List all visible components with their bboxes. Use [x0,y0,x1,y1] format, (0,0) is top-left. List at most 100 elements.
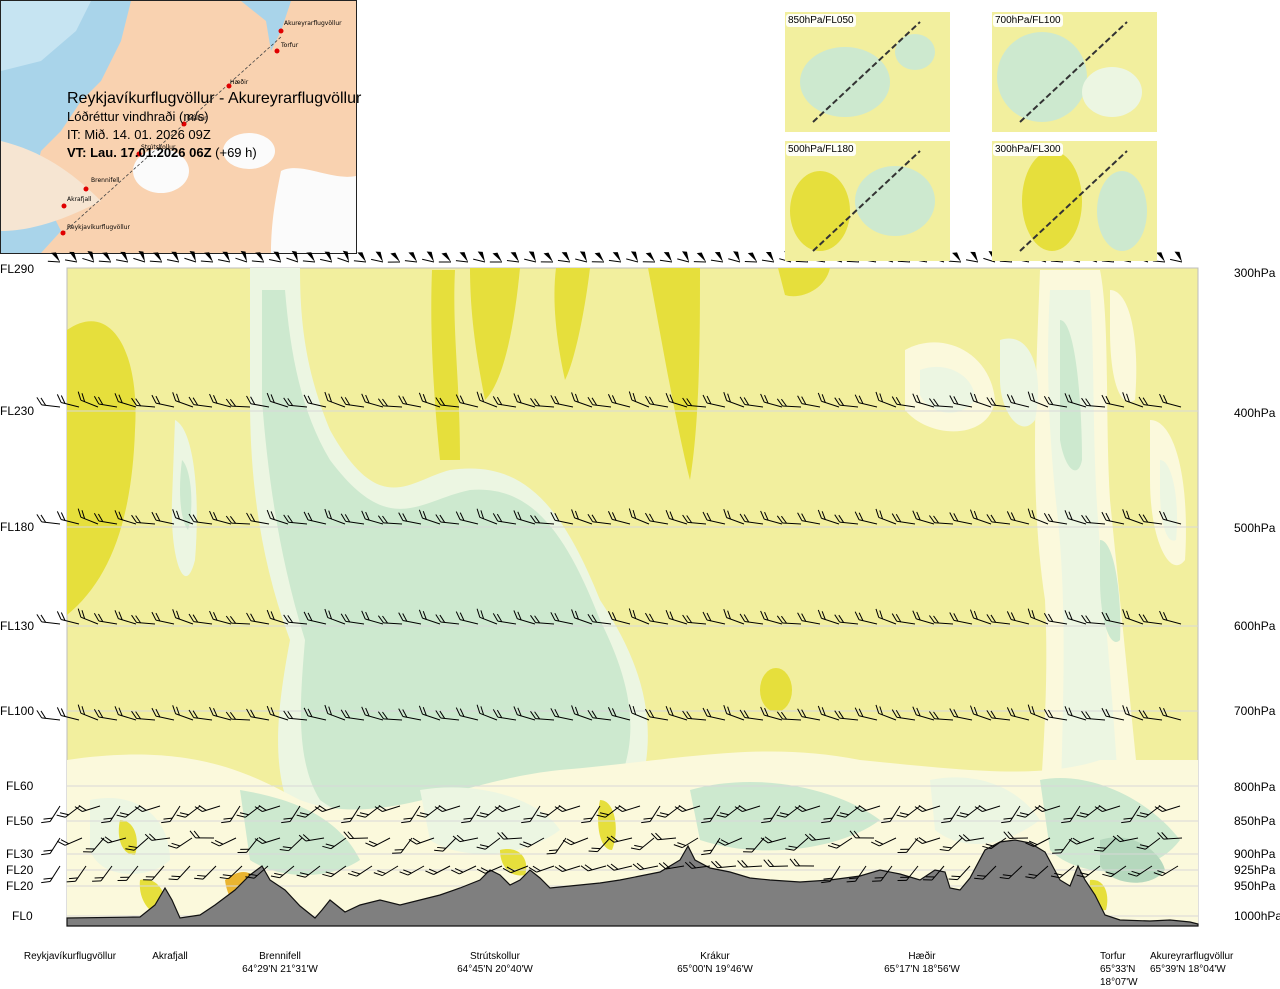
wind-barb [659,251,673,263]
station-label: Krákur 65°00'N 19°46'W [677,951,753,975]
wind-barb [132,249,147,263]
map-label-torfur: Torfur [280,42,299,49]
fl-label: FL180 [0,520,35,534]
fl-label: FL100 [0,704,35,718]
station-label: Akrafjall [152,951,188,962]
wind-barb [947,251,962,264]
wind-barb [506,251,520,264]
wind-barb [115,251,129,263]
wind-barb [385,251,401,265]
wind-barb [472,250,487,263]
title-block: Reykjavíkurflugvöllur - Akureyrarflugvöl… [67,90,361,162]
wind-barb [40,861,61,888]
hpa-label: 300hPa [1234,266,1276,280]
issue-time: IT: Mið. 14. 01. 2026 09Z [67,127,211,142]
wind-barb [557,251,571,263]
wind-barb [36,707,61,723]
wind-barb [676,250,691,263]
fl-label: FL230 [0,404,35,418]
wind-barb [36,611,61,627]
wind-barb [539,251,554,265]
thumbnail-700hpa[interactable]: 700hPa/FL100 [992,12,1157,132]
wind-barb [403,251,418,264]
wind-barb [727,250,742,263]
wind-barb [336,249,352,263]
map-label-brennifell: Brennifell [91,177,120,184]
wind-barb [183,249,198,263]
wind-barb [1169,250,1183,263]
hpa-label: 850hPa [1234,814,1276,828]
wind-barb [217,251,231,263]
route-map: Akureyrarflugvöllur Torfur Hæðir Krákur … [0,0,357,254]
hpa-label: 950hPa [1234,879,1276,893]
station-label: Strútskollur 64°45'N 20°40'W [457,951,533,975]
wind-barb [523,250,538,263]
hpa-label: 925hPa [1234,863,1276,877]
fl-label: FL20 [6,863,34,877]
wind-barb [46,251,61,264]
wind-barb [268,251,282,263]
wind-barb [40,801,61,828]
wind-barb [370,250,385,263]
station-label: Akureyrarflugvöllur 65°39'N 18°04'W [1150,951,1234,975]
wind-barb [199,251,214,264]
map-label-akureyri: Akureyrarflugvöllur [284,20,342,27]
wind-barb [437,251,452,265]
wind-barb [234,249,250,263]
station-label: Hæðir 65°17'N 18°56'W [884,951,960,975]
wind-barb [608,251,622,263]
map-label-strutskollur: Strútskollur [141,144,176,151]
thumbnail-300hpa[interactable]: 300hPa/FL300 [992,141,1157,261]
fl-label: FL0 [12,909,33,923]
wind-barb [625,250,640,263]
fl-label: FL30 [6,847,34,861]
terrain-profile [66,839,1199,927]
wind-barb [455,251,469,264]
map-label-reykjavik: Reykjavíkurflugvöllur [67,224,130,231]
map-label-haedir: Hæðir [230,79,249,86]
fl-label: FL130 [0,619,35,633]
wind-barb [743,251,758,265]
wind-barb [285,249,301,263]
thumbnail-label: 850hPa/FL050 [786,14,856,27]
wind-barb [319,250,333,263]
thumbnail-500hpa[interactable]: 500hPa/FL180 [785,141,950,261]
map-label-krakur: Krákur [187,115,207,122]
hpa-label: 900hPa [1234,847,1276,861]
wind-barb [421,250,436,263]
wind-barb [352,251,367,264]
thumbnail-label: 700hPa/FL100 [993,14,1063,27]
wind-barb [36,511,61,527]
wind-barb [36,394,61,410]
hpa-label: 400hPa [1234,406,1276,420]
thumbnail-850hpa[interactable]: 850hPa/FL050 [785,12,950,132]
valid-time: VT: Lau. 17.01.2026 06Z (+69 h) [67,145,257,160]
wind-barb [301,251,316,264]
wind-barb [488,251,503,265]
wind-barb [166,251,180,263]
wind-barb [761,251,775,263]
parameter-label: Lóðréttur vindhraði (m/s) [67,109,209,124]
wind-barb [81,250,96,263]
thumbnail-label: 300hPa/FL300 [993,143,1063,156]
fl-label: FL60 [6,779,34,793]
wind-barb [590,251,605,265]
wind-barb [250,251,265,264]
wind-barb [148,251,163,264]
map-label-akrafjall: Akrafjall [67,196,92,203]
wind-barb [574,250,589,263]
hpa-label: 700hPa [1234,704,1276,718]
hpa-label: 800hPa [1234,780,1276,794]
wind-barb [710,251,724,263]
hpa-label: 1000hPa [1234,909,1280,923]
wind-barb [692,251,707,265]
station-label: Torfur 65°33'N 18°07'W [1100,951,1138,988]
fl-label: FL50 [6,814,34,828]
wind-barb [965,251,979,263]
route-title: Reykjavíkurflugvöllur - Akureyrarflugvöl… [67,90,362,107]
wind-barb [641,251,656,265]
station-label: Reykjavíkurflugvöllur [23,951,117,962]
fl-label: FL290 [0,262,35,276]
hpa-label: 500hPa [1234,521,1276,535]
thumbnail-label: 500hPa/FL180 [786,143,856,156]
